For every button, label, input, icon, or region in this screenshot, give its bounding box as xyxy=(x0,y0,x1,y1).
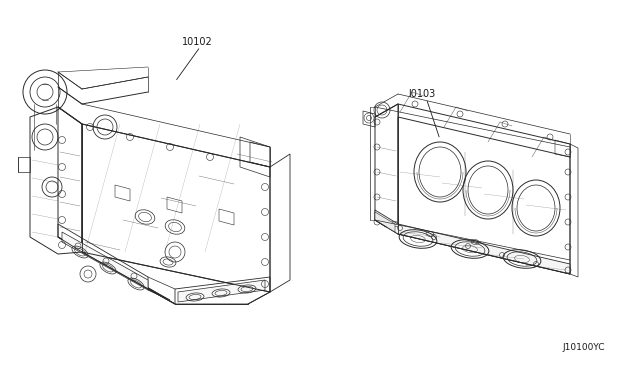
Text: J10100YC: J10100YC xyxy=(563,343,605,352)
Text: 10102: 10102 xyxy=(182,36,213,46)
Polygon shape xyxy=(62,232,148,290)
Polygon shape xyxy=(178,280,265,302)
Polygon shape xyxy=(375,212,395,232)
Text: l0103: l0103 xyxy=(408,89,436,99)
Polygon shape xyxy=(375,210,570,274)
